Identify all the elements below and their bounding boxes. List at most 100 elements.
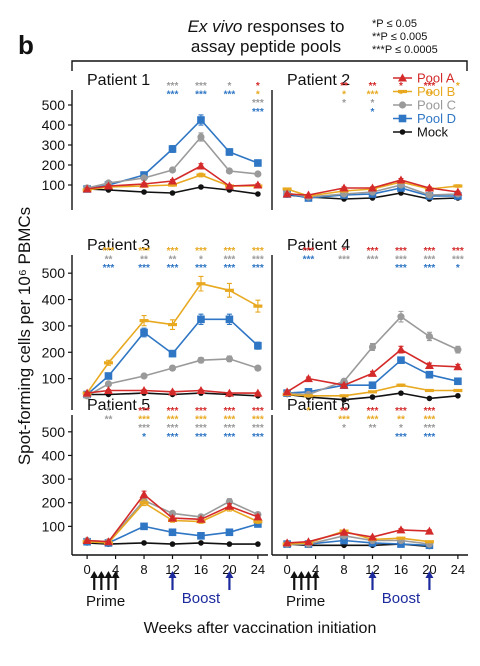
panel-4-point-pool-a-16: [396, 345, 406, 354]
prime-arrow-5-4-head: [111, 571, 120, 578]
panel-3-significance-w12-2: ***: [167, 263, 179, 274]
panel-4-point-pool-b-16: [396, 383, 406, 387]
prime-arrow-5-2: [97, 571, 106, 590]
boost-arrow-5-20: [225, 571, 234, 590]
panel-6-significance-w20-3: ***: [424, 432, 436, 443]
panel-1-point-mock-24: [255, 191, 261, 197]
panel-1-point-pool-b-12: [168, 183, 177, 187]
panel-5-significance-w3-0: *: [107, 406, 111, 417]
x-axis-title: Weeks after vaccination initiation: [144, 620, 377, 637]
panel-1-point-pool-d-20: [225, 148, 234, 156]
panel-5-point-pool-a-24: [253, 512, 263, 521]
panel-4-significance-w3-0: ***: [303, 246, 315, 257]
panel-4-point-pool-b-8: [339, 394, 349, 398]
panel-3-significance-w12-1: **: [169, 255, 177, 266]
boost-arrow-6-20: [425, 571, 434, 590]
panel-6-line-pool-a: [287, 529, 430, 544]
header-title-line2: assay peptide pools: [191, 37, 341, 56]
panel-2-significance-w12-0: **: [369, 81, 377, 92]
panel-1-point-mock-8: [141, 189, 147, 195]
panel-5-ytick-label-300: 300: [42, 471, 66, 487]
panel-4-point-mock-8: [341, 396, 347, 403]
panel-3-point-pool-d-16: [197, 315, 205, 324]
panel-1-point-pool-b-16: [196, 173, 206, 177]
header-title-rest: responses to: [242, 17, 344, 36]
prime-arrow-6-2: [297, 571, 306, 590]
panel-2-point-pool-a-12: [368, 183, 377, 192]
panel-1-ytick-label-100: 100: [42, 177, 66, 193]
panel-5-ytick-label-400: 400: [42, 447, 66, 463]
panel-3-point-pool-c-20: [225, 355, 234, 363]
panel-6-significance-w16-0: ***: [395, 406, 407, 417]
panel-2-significance-w24-0: *: [456, 81, 460, 92]
panel-5-significance-w24-3: ***: [252, 432, 264, 443]
panel-5-significance-w8-1: ***: [138, 415, 150, 426]
panel-2-point-pool-a-20: [424, 183, 434, 192]
panel-3-point-pool-c-12: [168, 364, 177, 372]
panel-2-point-pool-a-24: [453, 187, 463, 196]
panel-3-significance-w16-0: ***: [195, 246, 207, 257]
boost-label-6: Boost: [382, 590, 421, 607]
panel-5-xtick-label-16: 16: [194, 562, 208, 577]
prime-arrow-5-4: [111, 571, 120, 590]
panel-3-point-pool-b-20: [224, 288, 234, 292]
panel-4-significance-w8-1: ***: [338, 255, 350, 266]
panel-4-significance-w16-0: ***: [395, 246, 407, 257]
prime-arrow-6-4: [311, 571, 320, 590]
panel-4-point-mock-16: [398, 390, 404, 396]
panel-2-significance-w8-2: *: [342, 98, 346, 109]
panel-5-title: Patient 5: [87, 397, 150, 414]
panel-5-xtick-label-8: 8: [140, 562, 147, 577]
panel-4-significance-w12-1: ***: [367, 255, 379, 266]
panel-6-xtick-label-12: 12: [365, 562, 379, 577]
panel-5-significance-w12-3: ***: [167, 432, 179, 443]
panel-5-point-mock-12: [169, 541, 176, 547]
prime-label-6: Prime: [286, 593, 325, 610]
panel-2-point-pool-b-24: [453, 184, 463, 188]
panel-5-point-pool-a-16: [196, 514, 206, 523]
panel-1-significance-w20-0: *: [227, 81, 231, 92]
panel-1-point-pool-a-8: [139, 179, 149, 188]
panel-4-point-pool-d-16: [397, 356, 405, 364]
panel-1-point-pool-a-0: [82, 184, 92, 193]
panel-1-ytick-label-400: 400: [42, 117, 66, 133]
panel-6-significance-w8-2: *: [342, 423, 346, 434]
panel-4-significance-w20-2: ***: [424, 263, 436, 274]
panel-2-significance-w8-1: *: [342, 90, 346, 101]
panel-6-significance-w12-1: ***: [367, 415, 379, 426]
panel-6-point-pool-a-3: [303, 537, 313, 546]
panel-5-xtick-label-20: 20: [222, 562, 236, 577]
header-bracket: [71, 60, 468, 71]
panel-3-point-pool-a-20: [224, 388, 234, 397]
panel-4-point-pool-b-3: [303, 394, 313, 398]
boost-arrow-5-12: [168, 571, 177, 590]
panel-6-xtick-label-4: 4: [312, 562, 319, 577]
panel-6-point-pool-a-12: [368, 532, 377, 541]
significance-key-2: **P ≤ 0.005: [372, 31, 427, 43]
legend-label-pool-b: Pool B: [417, 84, 455, 99]
panel-5-point-pool-a-0: [82, 536, 92, 545]
panel-5-significance-w16-1: ***: [195, 415, 207, 426]
panel-4-significance-w24-1: ***: [452, 255, 464, 266]
panel-4-point-mock-12: [369, 394, 376, 400]
panel-4-point-pool-a-8: [339, 380, 349, 389]
panel-5-significance-w8-3: *: [142, 432, 146, 443]
panel-5-significance-w12-1: ***: [167, 415, 179, 426]
legend-label-pool-a: Pool A: [417, 71, 455, 86]
panel-4-point-pool-a-12: [368, 368, 377, 377]
prime-arrow-6-2-head: [297, 571, 306, 578]
panel-5-series-pool-b: [82, 499, 263, 545]
panel-6-title: Patient 6: [287, 397, 350, 414]
panel-1-point-pool-a-3: [103, 181, 113, 190]
legend-marker-pool-a: [398, 73, 407, 82]
panel-3-ytick-label-100: 100: [42, 371, 66, 387]
panel-3-point-pool-c-24: [254, 364, 262, 372]
panel-6-significance-w8-1: ***: [338, 415, 350, 426]
prime-arrow-6-1: [290, 571, 299, 590]
panel-3-point-pool-b-8: [139, 319, 149, 323]
prime-arrow-5-1: [90, 571, 99, 590]
panel-5-significance-w12-2: ***: [167, 423, 179, 434]
panel-1-significance-w20-1: ***: [224, 90, 236, 101]
